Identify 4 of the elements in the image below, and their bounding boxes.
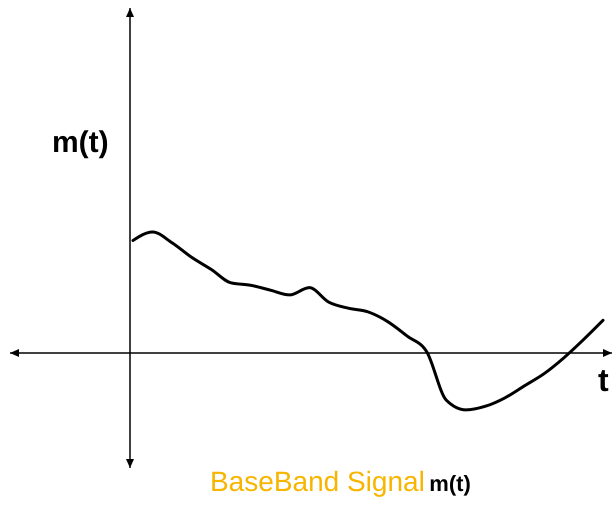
text: BaseBand Signal	[210, 466, 425, 497]
text: m(t)	[429, 471, 471, 496]
x-axis-title: t	[598, 362, 609, 399]
y-axis-title: m(t)	[52, 126, 109, 160]
